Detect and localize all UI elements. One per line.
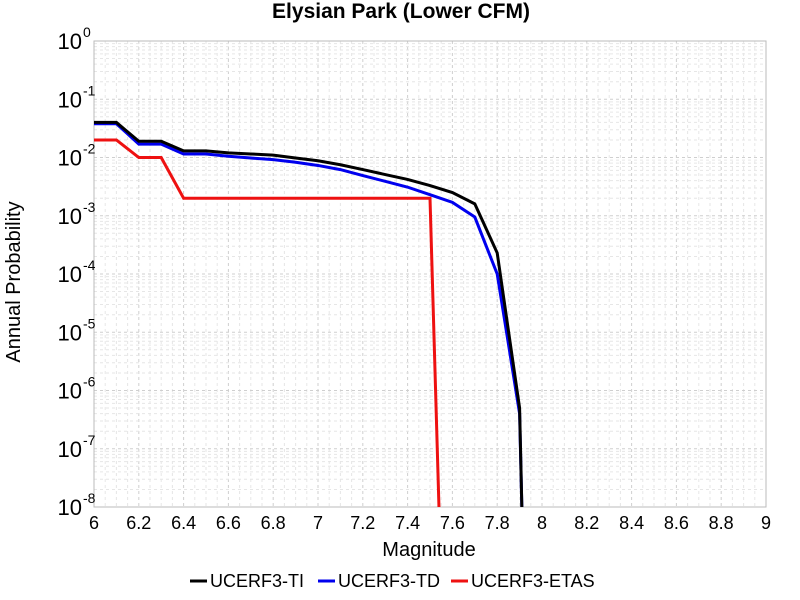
x-tick-label: 7 bbox=[313, 513, 323, 533]
x-tick-label: 7.6 bbox=[440, 513, 465, 533]
series-line-ucerf3-td bbox=[94, 122, 524, 507]
series-line-ucerf3-ti bbox=[94, 120, 524, 507]
y-tick-label-exponent: -8 bbox=[83, 490, 96, 506]
x-tick-label: 8.2 bbox=[574, 513, 599, 533]
y-tick-label-exponent: 0 bbox=[83, 24, 91, 40]
y-tick-label-base: 10 bbox=[58, 379, 82, 404]
y-tick-label-exponent: -3 bbox=[83, 199, 96, 215]
y-tick-label-exponent: -5 bbox=[83, 315, 96, 331]
x-tick-label: 7.2 bbox=[350, 513, 375, 533]
plot-area: 6 6.2 6.4 6.6 6.8 7 7.2 7.4 7.6 7.8 8 8.2 8.4 8.6 8.8 9… bbox=[58, 24, 771, 533]
x-tick-label: 6.8 bbox=[261, 513, 286, 533]
series-line-ucerf3-etas bbox=[94, 138, 441, 507]
y-tick-label-base: 10 bbox=[58, 320, 82, 345]
y-tick-label-base: 10 bbox=[58, 437, 82, 462]
x-tick-label: 6 bbox=[89, 513, 99, 533]
x-axis-label: Magnitude bbox=[382, 539, 475, 561]
legend: UCERF3-TI UCERF3-TD UCERF3-ETAS bbox=[190, 571, 595, 591]
x-tick-label: 8.8 bbox=[709, 513, 734, 533]
y-tick-label-exponent: -6 bbox=[83, 374, 96, 390]
y-tick-label-base: 10 bbox=[58, 87, 82, 112]
y-axis-label: Annual Probability bbox=[3, 201, 25, 362]
legend-label-ucerf3-etas: UCERF3-ETAS bbox=[471, 571, 595, 591]
y-tick-label-exponent: -7 bbox=[83, 432, 96, 448]
x-tick-label: 8 bbox=[537, 513, 547, 533]
x-tick-label: 6.4 bbox=[171, 513, 196, 533]
y-tick-label-exponent: -4 bbox=[83, 257, 96, 273]
legend-label-ucerf3-td: UCERF3-TD bbox=[338, 571, 440, 591]
y-tick-label-exponent: -2 bbox=[83, 141, 96, 157]
legend-label-ucerf3-ti: UCERF3-TI bbox=[210, 571, 304, 591]
y-tick-label-base: 10 bbox=[58, 262, 82, 287]
x-tick-label: 8.4 bbox=[619, 513, 644, 533]
y-tick-label-base: 10 bbox=[58, 204, 82, 229]
y-tick-label-base: 10 bbox=[58, 146, 82, 171]
x-tick-label: 8.6 bbox=[664, 513, 689, 533]
chart-title: Elysian Park (Lower CFM) bbox=[272, 0, 530, 23]
y-tick-label-exponent: -1 bbox=[83, 82, 96, 98]
x-tick-label: 9 bbox=[761, 513, 771, 533]
x-tick-label: 6.6 bbox=[216, 513, 241, 533]
x-tick-label: 7.8 bbox=[485, 513, 510, 533]
x-tick-label: 7.4 bbox=[395, 513, 420, 533]
x-tick-label: 6.2 bbox=[126, 513, 151, 533]
y-tick-label-base: 10 bbox=[58, 495, 82, 520]
plot-border bbox=[93, 40, 767, 508]
y-tick-label-base: 10 bbox=[58, 29, 82, 54]
